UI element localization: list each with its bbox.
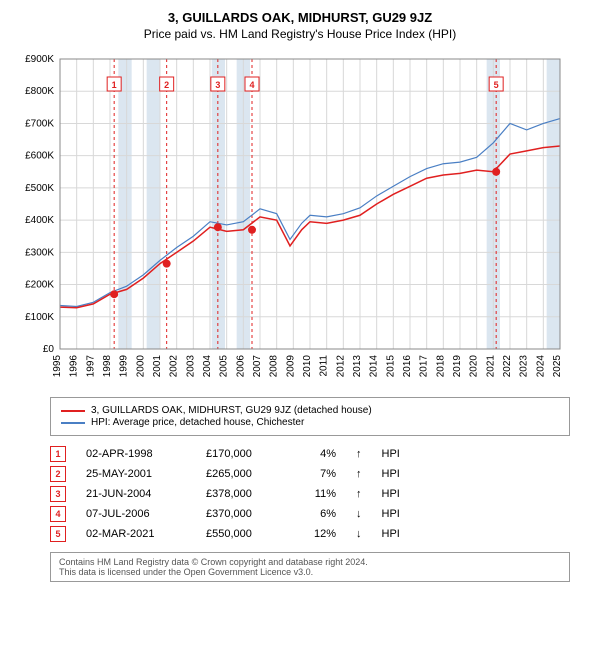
footer-line-1: Contains HM Land Registry data © Crown c… (59, 557, 561, 567)
svg-text:2006: 2006 (235, 355, 246, 378)
sale-date: 02-MAR-2021 (86, 528, 186, 540)
svg-text:2010: 2010 (302, 355, 313, 378)
sale-row: 5 02-MAR-2021 £550,000 12% ↓ HPI (50, 526, 570, 542)
svg-text:2001: 2001 (152, 355, 163, 378)
sale-row: 1 02-APR-1998 £170,000 4% ↑ HPI (50, 446, 570, 462)
sales-table: 1 02-APR-1998 £170,000 4% ↑ HPI 2 25-MAY-2001 £2… (50, 446, 570, 542)
svg-text:2025: 2025 (552, 355, 563, 378)
svg-text:£200K: £200K (25, 280, 54, 291)
svg-text:2015: 2015 (385, 355, 396, 378)
svg-text:3: 3 (215, 80, 220, 90)
sale-delta: 7% (296, 468, 336, 480)
sale-marker-box: 1 (50, 446, 66, 462)
legend: 3, GUILLARDS OAK, MIDHURST, GU29 9JZ (de… (50, 397, 570, 436)
svg-text:2011: 2011 (319, 355, 330, 377)
svg-text:£100K: £100K (25, 312, 54, 323)
sale-marker-box: 5 (50, 526, 66, 542)
attribution-footer: Contains HM Land Registry data © Crown c… (50, 552, 570, 582)
sale-price: £370,000 (206, 508, 276, 520)
svg-text:2017: 2017 (419, 355, 430, 378)
svg-text:£800K: £800K (25, 86, 54, 97)
svg-text:£700K: £700K (25, 118, 54, 129)
svg-text:2019: 2019 (452, 355, 463, 378)
sale-row: 3 21-JUN-2004 £378,000 11% ↑ HPI (50, 486, 570, 502)
sale-arrow-icon: ↑ (356, 448, 362, 460)
chart-subtitle: Price paid vs. HM Land Registry's House … (10, 27, 590, 41)
svg-text:£900K: £900K (25, 54, 54, 65)
sale-delta: 11% (296, 488, 336, 500)
sale-marker-box: 3 (50, 486, 66, 502)
chart-container: £0 £100K £200K £300K £400K £500K £600K £700K £80… (10, 49, 590, 389)
legend-label-hpi: HPI: Average price, detached house, Chic… (91, 417, 304, 428)
svg-text:£400K: £400K (25, 215, 54, 226)
sale-hpi-label: HPI (382, 488, 432, 500)
svg-text:2013: 2013 (352, 355, 363, 378)
svg-text:£300K: £300K (25, 247, 54, 258)
svg-text:2003: 2003 (185, 355, 196, 378)
svg-text:2002: 2002 (169, 355, 180, 378)
svg-text:2021: 2021 (485, 355, 496, 378)
svg-text:2004: 2004 (202, 355, 213, 378)
legend-row-hpi: HPI: Average price, detached house, Chic… (61, 417, 559, 428)
legend-swatch-hpi (61, 422, 85, 424)
sale-delta: 12% (296, 528, 336, 540)
svg-text:2000: 2000 (135, 355, 146, 378)
svg-text:1: 1 (112, 80, 117, 90)
sale-arrow-icon: ↑ (356, 468, 362, 480)
sale-date: 02-APR-1998 (86, 448, 186, 460)
svg-text:2014: 2014 (369, 355, 380, 378)
svg-text:2018: 2018 (435, 355, 446, 378)
sale-arrow-icon: ↑ (356, 488, 362, 500)
sale-marker-box: 4 (50, 506, 66, 522)
sale-arrow-icon: ↓ (356, 508, 362, 520)
legend-swatch-property (61, 410, 85, 412)
svg-text:2022: 2022 (502, 355, 513, 378)
sale-hpi-label: HPI (382, 448, 432, 460)
svg-text:4: 4 (249, 80, 254, 90)
sale-date: 07-JUL-2006 (86, 508, 186, 520)
svg-text:2007: 2007 (252, 355, 263, 378)
svg-text:£0: £0 (43, 344, 55, 355)
svg-text:2: 2 (164, 80, 169, 90)
svg-text:1996: 1996 (69, 355, 80, 378)
svg-text:1997: 1997 (85, 355, 96, 378)
svg-text:2012: 2012 (335, 355, 346, 378)
svg-text:2005: 2005 (219, 355, 230, 378)
svg-text:2009: 2009 (285, 355, 296, 378)
price-chart: £0 £100K £200K £300K £400K £500K £600K £700K £80… (10, 49, 570, 389)
sale-price: £265,000 (206, 468, 276, 480)
sale-row: 4 07-JUL-2006 £370,000 6% ↓ HPI (50, 506, 570, 522)
svg-text:2008: 2008 (269, 355, 280, 378)
sale-marker-box: 2 (50, 466, 66, 482)
sale-hpi-label: HPI (382, 468, 432, 480)
sale-price: £378,000 (206, 488, 276, 500)
sale-delta: 6% (296, 508, 336, 520)
svg-text:5: 5 (494, 80, 499, 90)
sale-price: £550,000 (206, 528, 276, 540)
sale-date: 21-JUN-2004 (86, 488, 186, 500)
sale-hpi-label: HPI (382, 528, 432, 540)
sale-hpi-label: HPI (382, 508, 432, 520)
svg-text:1998: 1998 (102, 355, 113, 378)
svg-text:1999: 1999 (119, 355, 130, 378)
svg-text:2023: 2023 (519, 355, 530, 378)
svg-text:£600K: £600K (25, 151, 54, 162)
sale-date: 25-MAY-2001 (86, 468, 186, 480)
svg-text:2024: 2024 (535, 355, 546, 378)
sale-arrow-icon: ↓ (356, 528, 362, 540)
sale-price: £170,000 (206, 448, 276, 460)
sale-delta: 4% (296, 448, 336, 460)
legend-label-property: 3, GUILLARDS OAK, MIDHURST, GU29 9JZ (de… (91, 405, 372, 416)
svg-text:2020: 2020 (469, 355, 480, 378)
svg-text:2016: 2016 (402, 355, 413, 378)
svg-text:£500K: £500K (25, 183, 54, 194)
sale-row: 2 25-MAY-2001 £265,000 7% ↑ HPI (50, 466, 570, 482)
svg-text:1995: 1995 (52, 355, 63, 378)
chart-title: 3, GUILLARDS OAK, MIDHURST, GU29 9JZ (10, 10, 590, 25)
legend-row-property: 3, GUILLARDS OAK, MIDHURST, GU29 9JZ (de… (61, 405, 559, 416)
footer-line-2: This data is licensed under the Open Gov… (59, 567, 561, 577)
